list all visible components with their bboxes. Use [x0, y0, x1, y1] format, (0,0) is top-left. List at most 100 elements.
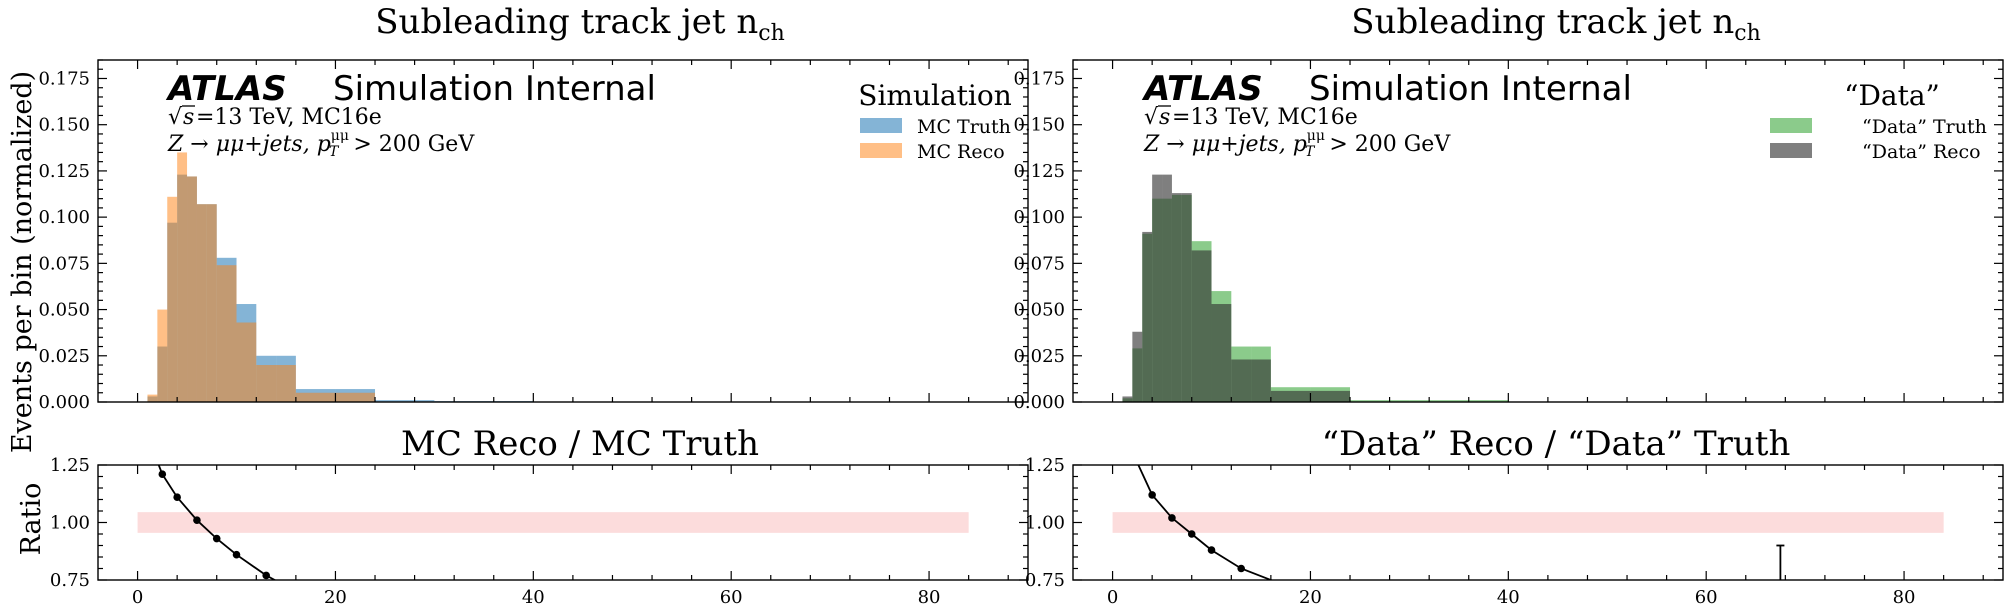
- left-main-marks: [147, 152, 534, 402]
- left-top-title-sub: ch: [758, 21, 785, 46]
- right-legend-title: “Data”: [1844, 79, 1940, 112]
- left-energy-text: =13 TeV, MC16e: [196, 105, 382, 130]
- right-top-title-sub: ch: [1734, 21, 1761, 46]
- right-main-y-tick-label: 0.025: [1013, 346, 1065, 367]
- right-ratio-ticks: [1073, 464, 2003, 581]
- right-main-y-tick-label: 0.050: [1013, 300, 1065, 321]
- left-ratio-title: MC Reco / MC Truth: [401, 424, 759, 464]
- left-main-bar: [236, 322, 257, 402]
- right-ratio-error-bar: [1776, 544, 1785, 580]
- left-ratio-x-tick-label: 60: [720, 587, 743, 608]
- left-main-y-tick-label: 0.075: [38, 253, 90, 274]
- right-main-bar: [1211, 304, 1232, 402]
- right-ratio-x-tick-label: 60: [1695, 587, 1718, 608]
- left-ratio-ratio-point: [212, 534, 221, 543]
- right-ratio-x-tick-label: 40: [1497, 587, 1520, 608]
- left-process-text: Z → μμ+jets, pμμ T > 200 GeV: [167, 128, 475, 160]
- left-ratio-ratio-point: [158, 470, 167, 479]
- left-main-y-tick-label: 0.000: [38, 392, 90, 413]
- left-legend-label-reco: MC Reco: [917, 141, 1005, 163]
- right-ratio-ratio-point: [1168, 514, 1176, 522]
- left-main-bar: [196, 204, 207, 402]
- left-ratio-ratio-point: [193, 516, 201, 524]
- left-legend-title: Simulation: [858, 79, 1011, 112]
- left-main-plot: 0.000 0.025 0.050 0.075 0.100 0.125 0.150 0.175: [38, 59, 1029, 413]
- right-legend-label-truth: “Data” Truth: [1862, 116, 1987, 138]
- left-atlas-label: ATLAS Simulation Internal √ s =13 TeV, M…: [165, 69, 656, 160]
- left-legend-swatch-truth: [860, 118, 902, 133]
- right-main-bar: [1171, 193, 1182, 402]
- right-ratio-marks: [1112, 465, 1944, 580]
- right-ratio-x-tick-label: 0: [1107, 587, 1118, 608]
- left-sqrt-s: √ s =13 TeV, MC16e: [168, 105, 382, 130]
- right-main-bar: [1122, 396, 1133, 402]
- right-main-bar: [1181, 193, 1192, 402]
- left-ratio-plot: 0.75 1.00 1.25 0 20 40 60 80: [50, 455, 1029, 608]
- left-ratio-ratio-line: [157, 465, 277, 580]
- right-process-text: Z → μμ+jets, pμμ T > 200 GeV: [1143, 128, 1451, 160]
- right-main-bar: [1191, 250, 1212, 402]
- right-ratio-ratio-point: [1148, 491, 1156, 499]
- left-ratio-ratio-point: [173, 493, 181, 502]
- right-ratio-ratio-point: [1207, 546, 1216, 554]
- right-main-y-tick-label: 0.100: [1013, 207, 1065, 228]
- right-top-title-text: Subleading track jet n: [1351, 2, 1734, 42]
- left-atlas-suffix: Simulation Internal: [333, 69, 656, 109]
- right-legend-swatch-reco: [1770, 143, 1812, 158]
- left-main-bar: [206, 204, 217, 402]
- right-ratio-x-tick-label: 80: [1893, 587, 1916, 608]
- left-main-y-tick-label: 0.100: [38, 207, 90, 228]
- right-main-bar: [1152, 174, 1163, 402]
- left-atlas-word: ATLAS: [165, 69, 287, 109]
- left-ratio-x-tick-label: 80: [918, 587, 941, 608]
- ratio-y-axis-label: Ratio: [16, 483, 47, 556]
- left-top-title-text: Subleading track jet n: [375, 2, 758, 42]
- left-main-bar: [295, 392, 336, 402]
- right-main-y-tick-label: 0.075: [1013, 253, 1065, 274]
- right-main-y-tick-label: 0.150: [1013, 115, 1065, 136]
- left-main-bar: [147, 394, 158, 402]
- left-ratio-ratio-point: [262, 571, 270, 580]
- right-ratio-plot: 0.75 1.00 1.25 0 20 40 60 80: [1025, 455, 2004, 608]
- right-ratio-y-tick-label: 0.75: [1025, 570, 1065, 591]
- left-main-y-tick-label: 0.150: [38, 115, 90, 136]
- left-legend: Simulation MC Truth MC Reco: [858, 79, 1011, 163]
- right-main-bar: [1142, 231, 1153, 402]
- left-ratio-y-tick-label: 1.00: [50, 513, 90, 534]
- right-legend-label-reco: “Data” Reco: [1862, 141, 1981, 163]
- left-ratio-x-tick-label: 40: [522, 587, 545, 608]
- left-main-series-1: [147, 152, 376, 402]
- left-main-bar: [375, 400, 435, 402]
- left-main-ticks: [98, 59, 1028, 403]
- right-main-bar: [1231, 359, 1252, 402]
- right-sqrt-s: √ s =13 TeV, MC16e: [1144, 105, 1358, 130]
- right-ratio-uncertainty-band: [1112, 512, 1944, 533]
- right-main-series-1: [1122, 174, 1351, 402]
- right-ratio-y-tick-label: 1.00: [1025, 513, 1065, 534]
- right-main-bar: [1310, 390, 1351, 402]
- right-ratio-title: “Data” Reco / “Data” Truth: [1322, 424, 1791, 464]
- left-top-title: Subleading track jet nch: [375, 2, 785, 46]
- svg-text:Subleading track jet nch: Subleading track jet nch: [375, 2, 785, 46]
- main-y-axis-label: Events per bin (normalized): [7, 71, 38, 453]
- right-ratio-ratio-point: [1187, 530, 1196, 538]
- right-legend: “Data” “Data” Truth “Data” Reco: [1770, 79, 1987, 163]
- right-main-bar: [1409, 400, 1509, 402]
- left-ratio-ratio-point: [232, 550, 241, 559]
- svg-text:s: s: [1159, 105, 1170, 130]
- svg-text:√: √: [168, 105, 183, 130]
- left-main-y-tick-label: 0.125: [38, 161, 90, 182]
- left-main-frame: [97, 59, 1029, 403]
- right-main-y-tick-label: 0.000: [1013, 392, 1065, 413]
- left-main-bar: [335, 392, 376, 402]
- left-main-bar: [216, 265, 237, 402]
- left-ratio-uncertainty-band: [137, 512, 969, 533]
- left-main-y-tick-label: 0.175: [38, 68, 90, 89]
- right-top-title: Subleading track jet nch: [1351, 2, 1761, 46]
- left-legend-label-truth: MC Truth: [917, 116, 1011, 138]
- left-main-bar: [276, 365, 296, 402]
- left-main-bar: [167, 196, 178, 402]
- left-ratio-y-tick-label: 0.75: [50, 570, 90, 591]
- left-main-bar: [177, 152, 188, 402]
- right-main-bar: [1162, 174, 1172, 402]
